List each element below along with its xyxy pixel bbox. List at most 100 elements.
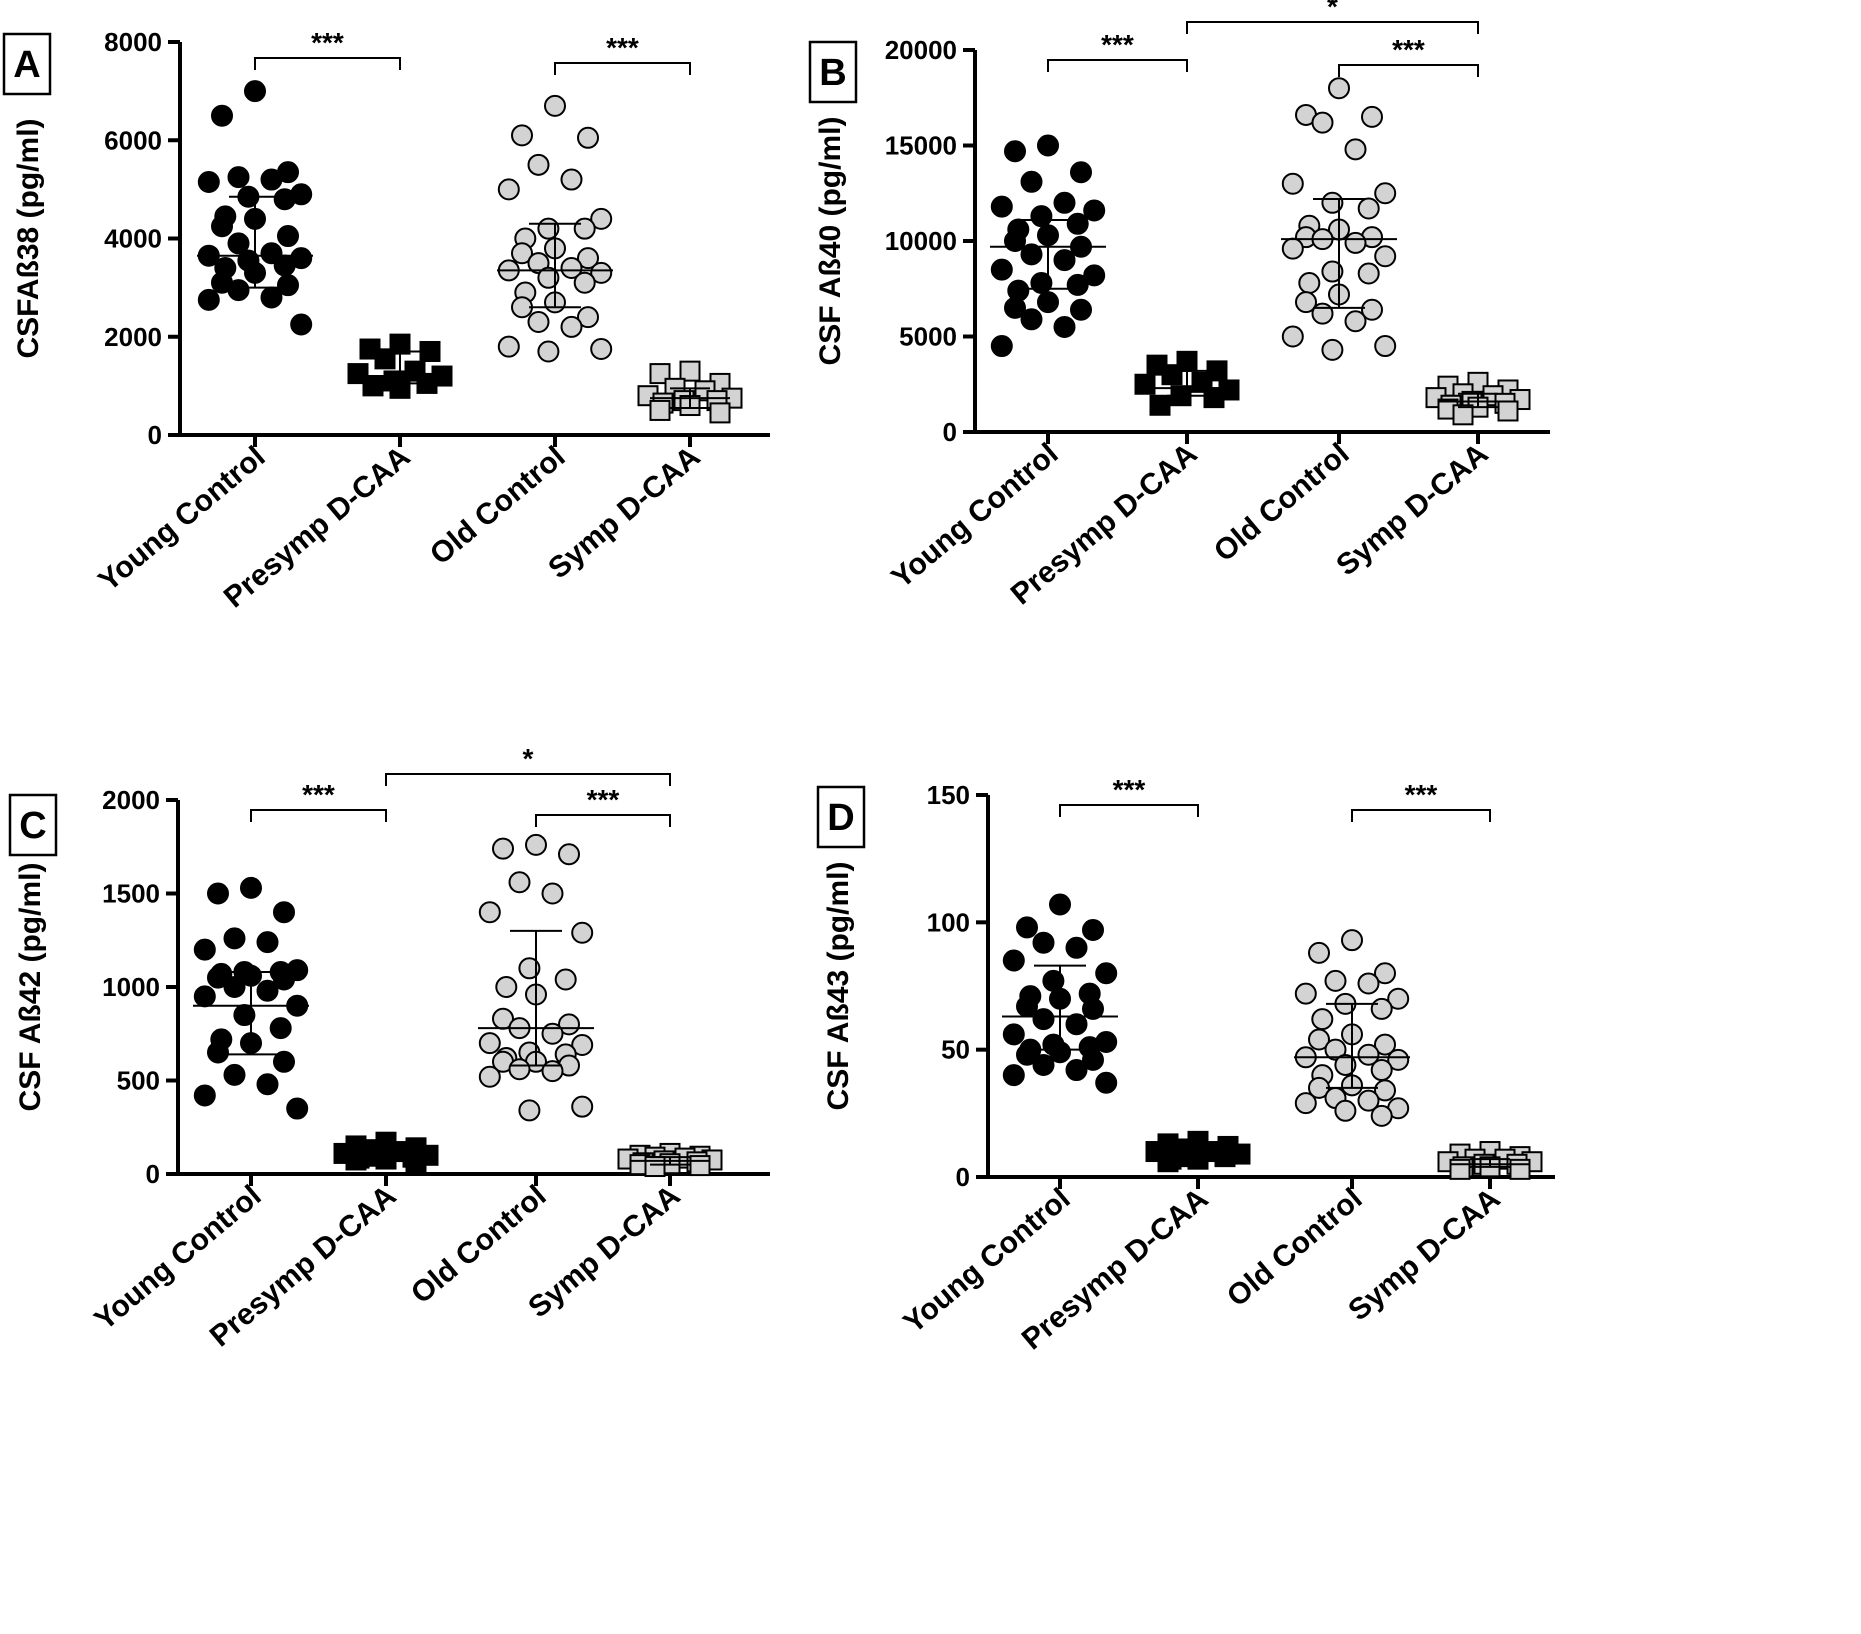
panel-b-category-label: Symp D-CAA (1330, 437, 1494, 582)
panel-d-significance-bracket (1059, 804, 1199, 817)
panel-c-data-point (571, 1095, 594, 1118)
panel-a-data-point (577, 247, 599, 270)
panel-b-data-point (1004, 230, 1026, 252)
panel-a-data-point (277, 274, 299, 297)
panel-d-y-axis-label: CSF Aß43 (pg/ml) (822, 862, 855, 1111)
panel-a-data-point (560, 168, 583, 191)
panel-c-data-point (256, 979, 279, 1002)
panel-a-data-point (244, 80, 266, 103)
panel-b-data-point (1053, 191, 1076, 214)
panel-d-data-point (1387, 987, 1410, 1010)
panel-c-significance-bracket (385, 773, 671, 786)
panel-a-significance-bracket (554, 62, 691, 75)
panel-b-data-point (1361, 298, 1383, 321)
panel-a-data-point (197, 171, 220, 194)
panel-d-data-point (1082, 1048, 1104, 1071)
panel-b-data-point (1497, 400, 1519, 422)
panel-d-data-point (1002, 1023, 1025, 1046)
panel-b-data-point (1374, 335, 1397, 358)
panel-a-data-point (527, 153, 550, 176)
panel-b-significance-label: * (1327, 0, 1338, 22)
panel-c-data-point (558, 1013, 580, 1036)
panel-b-data-point (990, 195, 1013, 218)
panel-c-data-point (508, 1058, 531, 1081)
panel-b-data-point (1452, 404, 1474, 426)
panel-c-data-point (273, 1050, 295, 1073)
panel-b-data-point (1020, 308, 1043, 331)
panel-b-letter: B (819, 52, 846, 94)
panel-a-data-point (590, 338, 613, 361)
panel-c-y-axis-label: CSF Aß42 (pg/ml) (14, 863, 47, 1112)
panel-b-data-point (990, 258, 1013, 281)
panel-c-y-tick-label: 1000 (102, 972, 160, 1002)
panel-c-data-point (554, 968, 577, 991)
panel-a-y-axis-label: CSFAß38 (pg/ml) (12, 118, 45, 358)
panel-d-data-point (1294, 982, 1317, 1005)
panel-b-data-point (1344, 310, 1367, 333)
panel-d-data-point (1357, 1089, 1380, 1112)
panel-b-letter-box (808, 40, 858, 104)
panel-b-data-point (1281, 172, 1304, 195)
panel-a-data-point (227, 279, 250, 302)
panel-b-data-point (1070, 161, 1092, 184)
panel-d-significance-label: *** (1405, 779, 1438, 810)
panel-d-data-point (1049, 893, 1071, 916)
panel-b-data-point (1321, 338, 1344, 361)
panel-a-data-point (560, 256, 583, 279)
panel-c-data-point (558, 843, 580, 866)
panel-b-significance-label: *** (1392, 34, 1425, 65)
panel-d-data-point (1032, 931, 1055, 954)
panel-d-significance-bracket (1351, 809, 1491, 822)
panel-d-data-point (1065, 1013, 1088, 1036)
panel-b-data-point (1295, 291, 1317, 314)
panel-d-data-point (1370, 997, 1393, 1020)
panel-d-letter: D (827, 797, 854, 839)
panel-b-data-point (1030, 205, 1053, 228)
panel-d-letter-box (816, 785, 866, 849)
panel-a-letter: A (13, 44, 40, 86)
panel-a-data-point (290, 313, 313, 336)
panel-d-data-point (1374, 1079, 1396, 1102)
panel-c-data-point (223, 927, 246, 950)
panel-a-data-point (227, 232, 250, 255)
panel-c-significance-bracket (250, 809, 387, 822)
panel-c-data-point (405, 1152, 427, 1174)
panel-a-data-point (497, 178, 520, 201)
panel-d-data-point (1324, 1038, 1347, 1061)
panel-a-data-point (590, 207, 613, 230)
panel-d-data-point (1082, 997, 1104, 1020)
panel-c-data-point (273, 901, 295, 924)
panel-d-data-point (1324, 969, 1347, 992)
panel-a-data-point (649, 399, 671, 421)
panel-c-data-point (223, 1063, 246, 1086)
panel-b-data-point (1161, 364, 1183, 386)
panel-c-significance-label: * (523, 743, 534, 774)
panel-b-data-point (1344, 231, 1367, 254)
panel-d-data-point (1370, 1104, 1393, 1127)
panel-a-data-point (362, 375, 384, 397)
panel-a-y-tick-label: 0 (148, 420, 162, 450)
panel-d-y-tick-label: 50 (941, 1035, 970, 1065)
panel-d-y-tick-label: 100 (927, 907, 970, 937)
panel-a-data-point (273, 254, 296, 277)
panel-b-data-point (1328, 77, 1350, 100)
panel-b-data-point (1357, 197, 1380, 220)
panel-a-data-point (709, 402, 731, 424)
panel-a-data-point (573, 217, 596, 240)
panel-b-data-point (990, 335, 1013, 358)
panel-b-data-point (1311, 111, 1334, 134)
panel-b-data-point (1311, 302, 1334, 325)
panel-b-data-point (1134, 373, 1156, 395)
panel-d-data-point (1157, 1151, 1179, 1173)
panel-a-letter-box (2, 32, 52, 96)
panel-c-data-point (207, 882, 229, 905)
panel-d-data-point (1311, 1008, 1334, 1031)
panel-c-data-point (478, 901, 501, 924)
panel-a-y-tick-label: 6000 (104, 125, 162, 155)
panel-a-data-point (577, 306, 599, 329)
panel-b-data-point (1004, 140, 1026, 163)
panel-b-data-point (1374, 182, 1397, 205)
panel-c-data-point (478, 1065, 501, 1088)
panel-a-significance-bracket (254, 57, 401, 70)
